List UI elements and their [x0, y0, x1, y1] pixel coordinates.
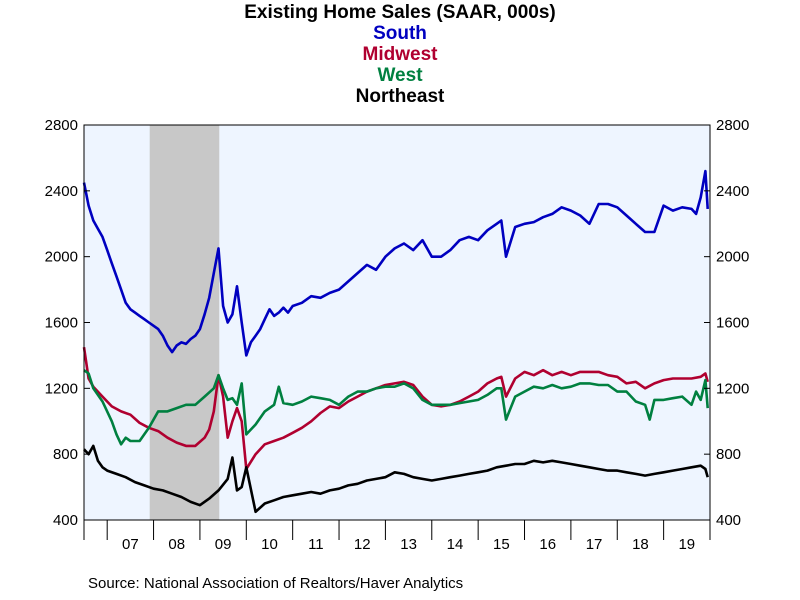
x-tick-label: 18	[632, 536, 649, 553]
x-tick-label: 07	[122, 536, 139, 553]
x-tick-label: 19	[678, 536, 695, 553]
legend-label-south: South	[373, 23, 427, 44]
y-tick-label-left: 1200	[45, 380, 78, 397]
x-tick-label: 14	[447, 536, 464, 553]
series-line-south	[82, 169, 709, 357]
y-tick-label-left: 800	[53, 446, 78, 463]
legend-label-northeast: Northeast	[355, 86, 445, 107]
x-tick-label: 10	[261, 536, 278, 553]
source-note: Source: National Association of Realtors…	[88, 575, 464, 592]
y-tick-label-right: 1600	[716, 315, 749, 332]
y-tick-label-right: 2400	[716, 183, 749, 200]
x-tick-label: 12	[354, 536, 371, 553]
chart-title: Existing Home Sales (SAAR, 000s)	[244, 2, 556, 23]
y-tick-label-left: 2000	[45, 249, 78, 266]
series-line-west	[83, 369, 709, 446]
recession-shading	[149, 125, 220, 520]
y-tick-label-left: 400	[53, 512, 78, 529]
y-tick-label-right: 800	[716, 446, 741, 463]
series-line-northeast	[83, 444, 709, 514]
legend-label-midwest: Midwest	[362, 44, 438, 65]
x-tick-label: 08	[168, 536, 185, 553]
x-tick-label: 15	[493, 536, 510, 553]
x-tick-label: 09	[215, 536, 232, 553]
y-tick-label-right: 2800	[716, 117, 749, 134]
y-tick-label-left: 2400	[45, 183, 78, 200]
y-tick-label-right: 1200	[716, 380, 749, 397]
chart-title-block: Existing Home Sales (SAAR, 000s) South M…	[0, 2, 800, 107]
x-tick-label: 17	[586, 536, 603, 553]
x-tick-label: 16	[539, 536, 556, 553]
y-tick-label-left: 2800	[45, 117, 78, 134]
x-tick-label: 13	[400, 536, 417, 553]
y-tick-label-left: 1600	[45, 315, 78, 332]
y-tick-label-right: 400	[716, 512, 741, 529]
x-tick-label: 11	[308, 536, 324, 553]
y-tick-label-right: 2000	[716, 249, 749, 266]
legend-label-west: West	[377, 65, 423, 86]
